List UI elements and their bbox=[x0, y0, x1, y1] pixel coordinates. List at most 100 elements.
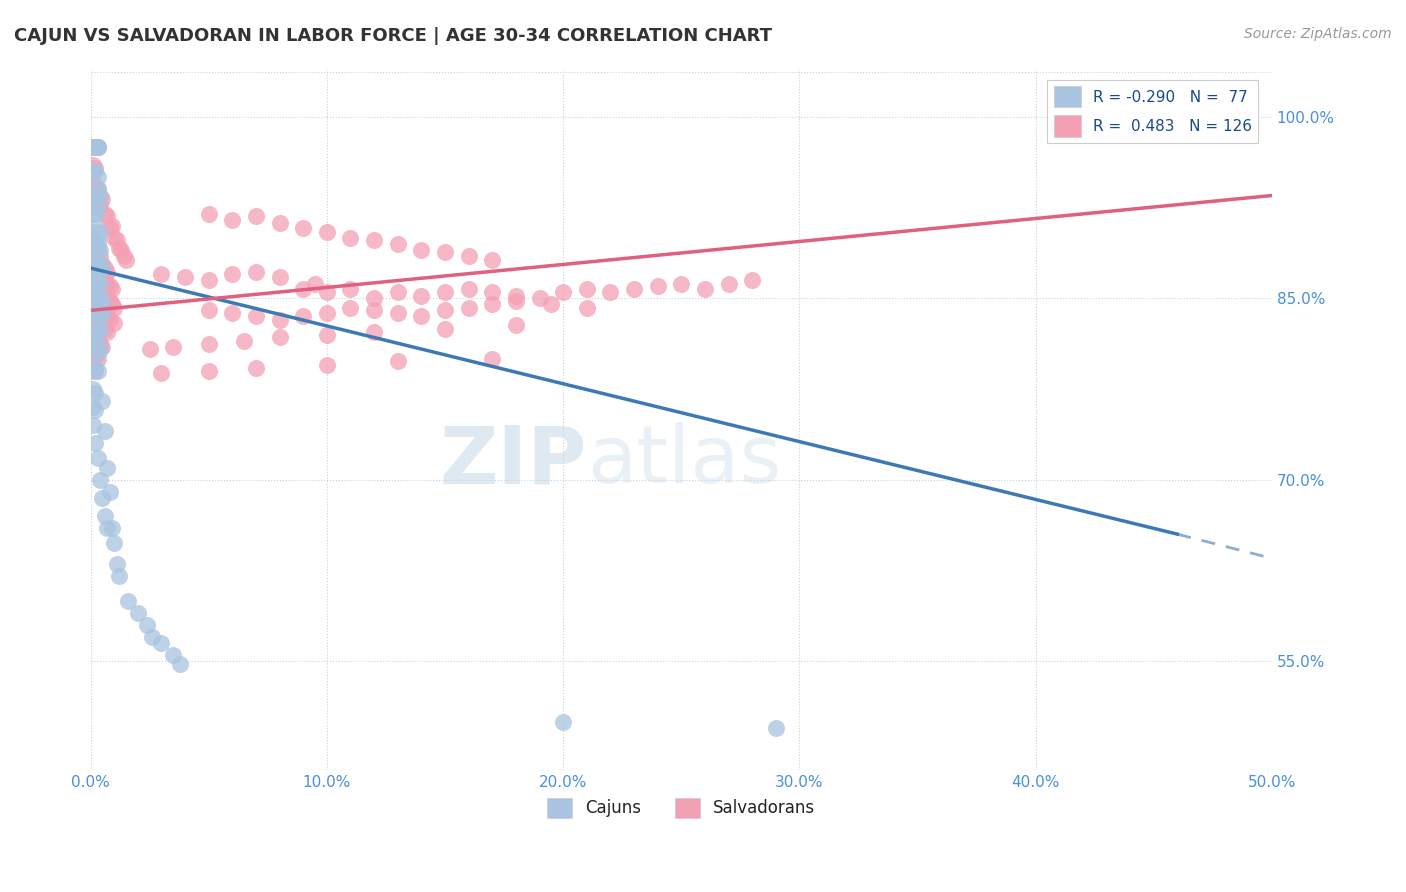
Point bbox=[529, 291, 551, 305]
Text: Source: ZipAtlas.com: Source: ZipAtlas.com bbox=[1244, 27, 1392, 41]
Point bbox=[221, 306, 243, 320]
Point bbox=[89, 316, 111, 330]
Point bbox=[540, 297, 562, 311]
Point bbox=[89, 257, 111, 271]
Point bbox=[82, 140, 104, 154]
Point bbox=[91, 261, 114, 276]
Point bbox=[86, 364, 108, 378]
Point bbox=[457, 282, 479, 296]
Point bbox=[98, 221, 121, 235]
Point bbox=[245, 209, 267, 223]
Point bbox=[96, 460, 118, 475]
Point bbox=[101, 297, 124, 311]
Point bbox=[89, 310, 111, 324]
Point bbox=[86, 279, 108, 293]
Point bbox=[221, 212, 243, 227]
Point bbox=[141, 630, 163, 644]
Point bbox=[89, 282, 111, 296]
Point bbox=[82, 158, 104, 172]
Point bbox=[86, 140, 108, 154]
Point bbox=[693, 282, 716, 296]
Point bbox=[363, 303, 385, 318]
Point bbox=[387, 285, 409, 300]
Point bbox=[387, 236, 409, 251]
Point bbox=[481, 285, 503, 300]
Point bbox=[315, 327, 337, 342]
Point bbox=[98, 279, 121, 293]
Point bbox=[108, 240, 131, 254]
Point bbox=[84, 293, 107, 308]
Point bbox=[89, 225, 111, 239]
Point bbox=[197, 207, 219, 221]
Point bbox=[162, 340, 184, 354]
Point bbox=[98, 313, 121, 327]
Point bbox=[84, 140, 107, 154]
Point bbox=[481, 351, 503, 366]
Point bbox=[82, 303, 104, 318]
Point bbox=[292, 282, 315, 296]
Point bbox=[101, 282, 124, 296]
Point bbox=[84, 180, 107, 194]
Text: CAJUN VS SALVADORAN IN LABOR FORCE | AGE 30-34 CORRELATION CHART: CAJUN VS SALVADORAN IN LABOR FORCE | AGE… bbox=[14, 27, 772, 45]
Point bbox=[94, 508, 117, 523]
Point bbox=[89, 265, 111, 279]
Point bbox=[96, 310, 118, 324]
Point bbox=[91, 285, 114, 300]
Point bbox=[86, 261, 108, 276]
Point bbox=[86, 303, 108, 318]
Point bbox=[84, 243, 107, 257]
Point bbox=[89, 188, 111, 202]
Point bbox=[505, 318, 527, 332]
Point bbox=[434, 245, 457, 260]
Point bbox=[94, 425, 117, 439]
Point bbox=[84, 306, 107, 320]
Point bbox=[82, 140, 104, 154]
Point bbox=[599, 285, 621, 300]
Point bbox=[89, 337, 111, 351]
Point bbox=[112, 249, 135, 263]
Point bbox=[91, 269, 114, 284]
Point bbox=[91, 303, 114, 318]
Point bbox=[292, 310, 315, 324]
Point bbox=[553, 285, 575, 300]
Point bbox=[82, 361, 104, 376]
Point bbox=[105, 558, 128, 572]
Point bbox=[82, 164, 104, 178]
Point bbox=[86, 231, 108, 245]
Point bbox=[82, 364, 104, 378]
Point bbox=[91, 318, 114, 332]
Point bbox=[84, 277, 107, 291]
Point bbox=[82, 177, 104, 191]
Point bbox=[101, 521, 124, 535]
Point bbox=[89, 342, 111, 356]
Point bbox=[434, 303, 457, 318]
Point bbox=[84, 269, 107, 284]
Point bbox=[108, 569, 131, 583]
Point bbox=[84, 236, 107, 251]
Point bbox=[86, 140, 108, 154]
Point bbox=[363, 325, 385, 339]
Point bbox=[717, 277, 740, 291]
Point bbox=[84, 257, 107, 271]
Point bbox=[136, 618, 159, 632]
Point bbox=[647, 279, 669, 293]
Point bbox=[304, 277, 326, 291]
Point bbox=[84, 325, 107, 339]
Point bbox=[86, 297, 108, 311]
Point bbox=[91, 306, 114, 320]
Point bbox=[84, 364, 107, 378]
Point bbox=[89, 291, 111, 305]
Point bbox=[169, 657, 191, 671]
Point bbox=[553, 714, 575, 729]
Point bbox=[82, 342, 104, 356]
Point bbox=[91, 394, 114, 409]
Point bbox=[245, 310, 267, 324]
Point bbox=[434, 285, 457, 300]
Point bbox=[315, 306, 337, 320]
Point bbox=[103, 301, 125, 315]
Point bbox=[91, 192, 114, 206]
Point bbox=[96, 265, 118, 279]
Point bbox=[86, 351, 108, 366]
Point bbox=[91, 257, 114, 271]
Point bbox=[82, 400, 104, 414]
